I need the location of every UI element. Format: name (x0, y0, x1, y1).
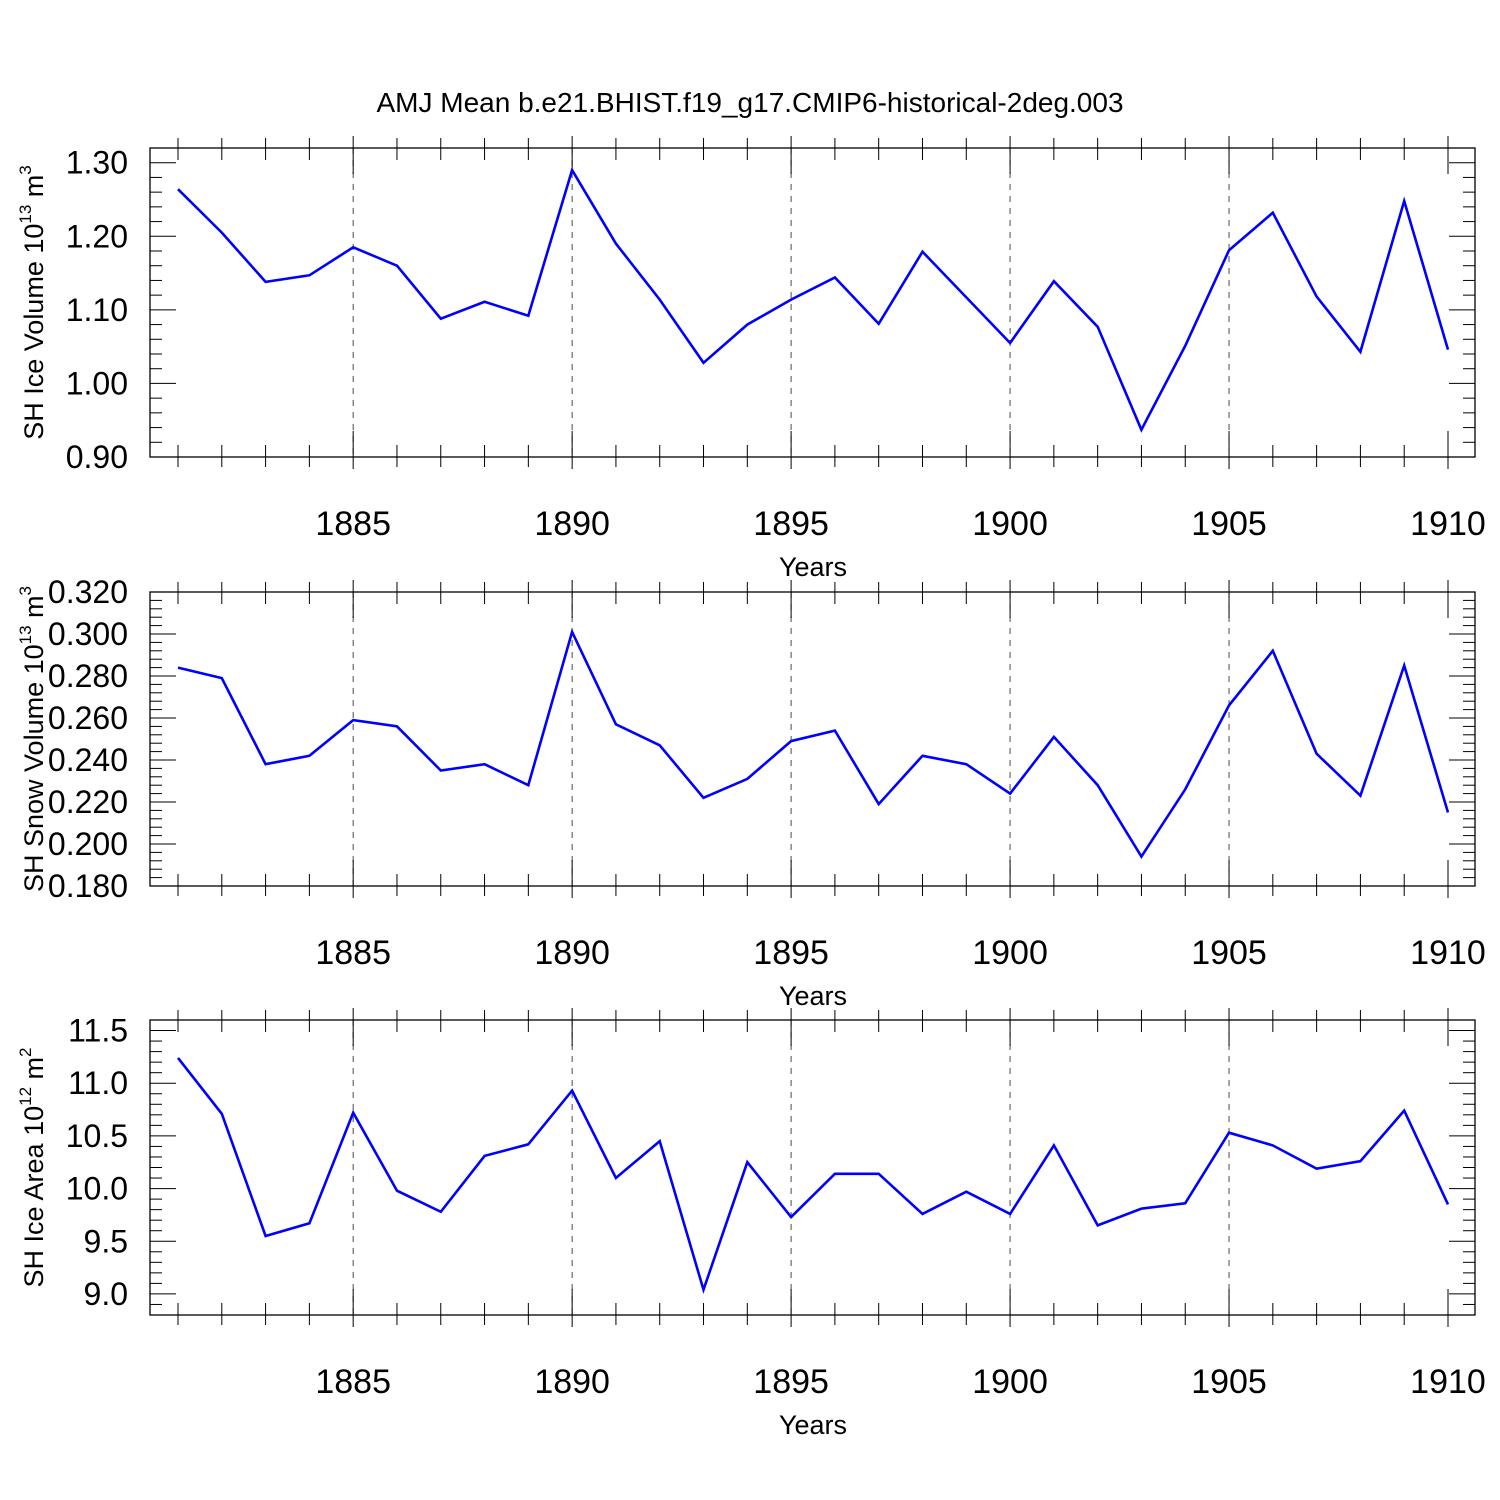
x-tick-label: 1885 (315, 1363, 391, 1401)
y-axis-title-unit-exp: 2 (16, 1048, 35, 1057)
y-tick-label: 11.0 (68, 1065, 128, 1101)
panel-3: 9.0 9.5 10.0 10.5 11.0 11.5 1885 1890 1895 1900 19… (16, 1008, 1486, 1440)
series-line-1 (177, 166, 1450, 433)
y-tick-label: 10.5 (66, 1118, 128, 1154)
plot-frame (149, 147, 1476, 458)
y-axis-title-base: SH Ice Area 10 (19, 1106, 49, 1288)
panels-group: 0.90 1.00 1.10 1.20 1.30 1885 1890 1895 1900 1905… (16, 136, 1486, 1440)
x-tick-label: 1905 (1191, 1363, 1267, 1401)
x-tick-label: 1910 (1410, 505, 1486, 543)
y-tick-label: 0.240 (48, 742, 128, 778)
panel-2: 0.180 0.200 0.220 0.240 0.260 0.280 0.300 0.320… (16, 574, 1486, 1011)
y-tick-label: 1.20 (66, 218, 128, 254)
panel-1: 0.90 1.00 1.10 1.20 1.30 1885 1890 1895 1900 1905… (16, 136, 1486, 582)
x-tick-label: 1905 (1191, 505, 1267, 543)
y-tick-label: 0.260 (48, 700, 128, 736)
x-axis-title: Years (779, 552, 847, 582)
x-tick-label: 1895 (753, 505, 829, 543)
y-axis-title-base: SH Snow Volume 10 (19, 644, 49, 892)
y-tick-label: 0.300 (48, 616, 128, 652)
y-axis-title-unit-exp: 3 (16, 165, 35, 174)
x-tick-label: 1905 (1191, 934, 1267, 972)
y-tick-label: 1.00 (66, 365, 128, 401)
series-line-1 (177, 628, 1450, 860)
y-axis-title-exp: 13 (16, 205, 35, 224)
plot-frame (149, 1019, 1476, 1316)
y-axis-title: SH Ice Volume 1013 m3 (16, 165, 49, 440)
x-tick-label: 1885 (315, 934, 391, 972)
y-tick-label: 0.90 (66, 439, 128, 475)
x-tick-label: 1885 (315, 505, 391, 543)
y-axis-title-unit: m (19, 175, 49, 205)
y-tick-label: 0.280 (48, 658, 128, 694)
x-tick-label: 1910 (1410, 934, 1486, 972)
y-tick-label: 0.200 (48, 826, 128, 862)
x-tick-label: 1890 (534, 505, 610, 543)
y-tick-label: 0.180 (48, 868, 128, 904)
y-axis-title: SH Snow Volume 1013 m3 (16, 586, 49, 892)
y-axis-title-base: SH Ice Volume 10 (19, 224, 49, 440)
y-tick-label: 0.320 (48, 574, 128, 610)
y-axis-title-unit-exp: 3 (16, 586, 35, 595)
x-tick-label: 1910 (1410, 1363, 1486, 1401)
y-tick-label: 9.5 (84, 1223, 128, 1259)
x-axis-title: Years (779, 981, 847, 1011)
chart-title: AMJ Mean b.e21.BHIST.f19_g17.CMIP6-histo… (376, 87, 1123, 118)
y-axis-title: SH Ice Area 1012 m2 (16, 1048, 49, 1288)
y-axis-title-exp: 13 (16, 625, 35, 644)
y-axis-title-unit: m (19, 1057, 49, 1087)
y-tick-label: 10.0 (66, 1171, 128, 1207)
y-tick-label: 1.30 (66, 145, 128, 181)
x-tick-label: 1890 (534, 1363, 610, 1401)
x-tick-label: 1895 (753, 934, 829, 972)
plot-frame (149, 591, 1476, 887)
x-tick-label: 1900 (972, 1363, 1048, 1401)
x-tick-label: 1895 (753, 1363, 829, 1401)
y-tick-label: 9.0 (84, 1276, 128, 1312)
y-axis-title-unit: m (19, 595, 49, 625)
y-tick-label: 0.220 (48, 784, 128, 820)
y-axis-title-exp: 12 (16, 1087, 35, 1106)
series-line-1 (176, 1057, 1450, 1294)
x-tick-label: 1900 (972, 934, 1048, 972)
y-tick-label: 1.10 (66, 292, 128, 328)
y-tick-label: 11.5 (68, 1013, 128, 1049)
x-axis-title: Years (779, 1410, 847, 1440)
x-tick-label: 1890 (534, 934, 610, 972)
x-tick-label: 1900 (972, 505, 1048, 543)
